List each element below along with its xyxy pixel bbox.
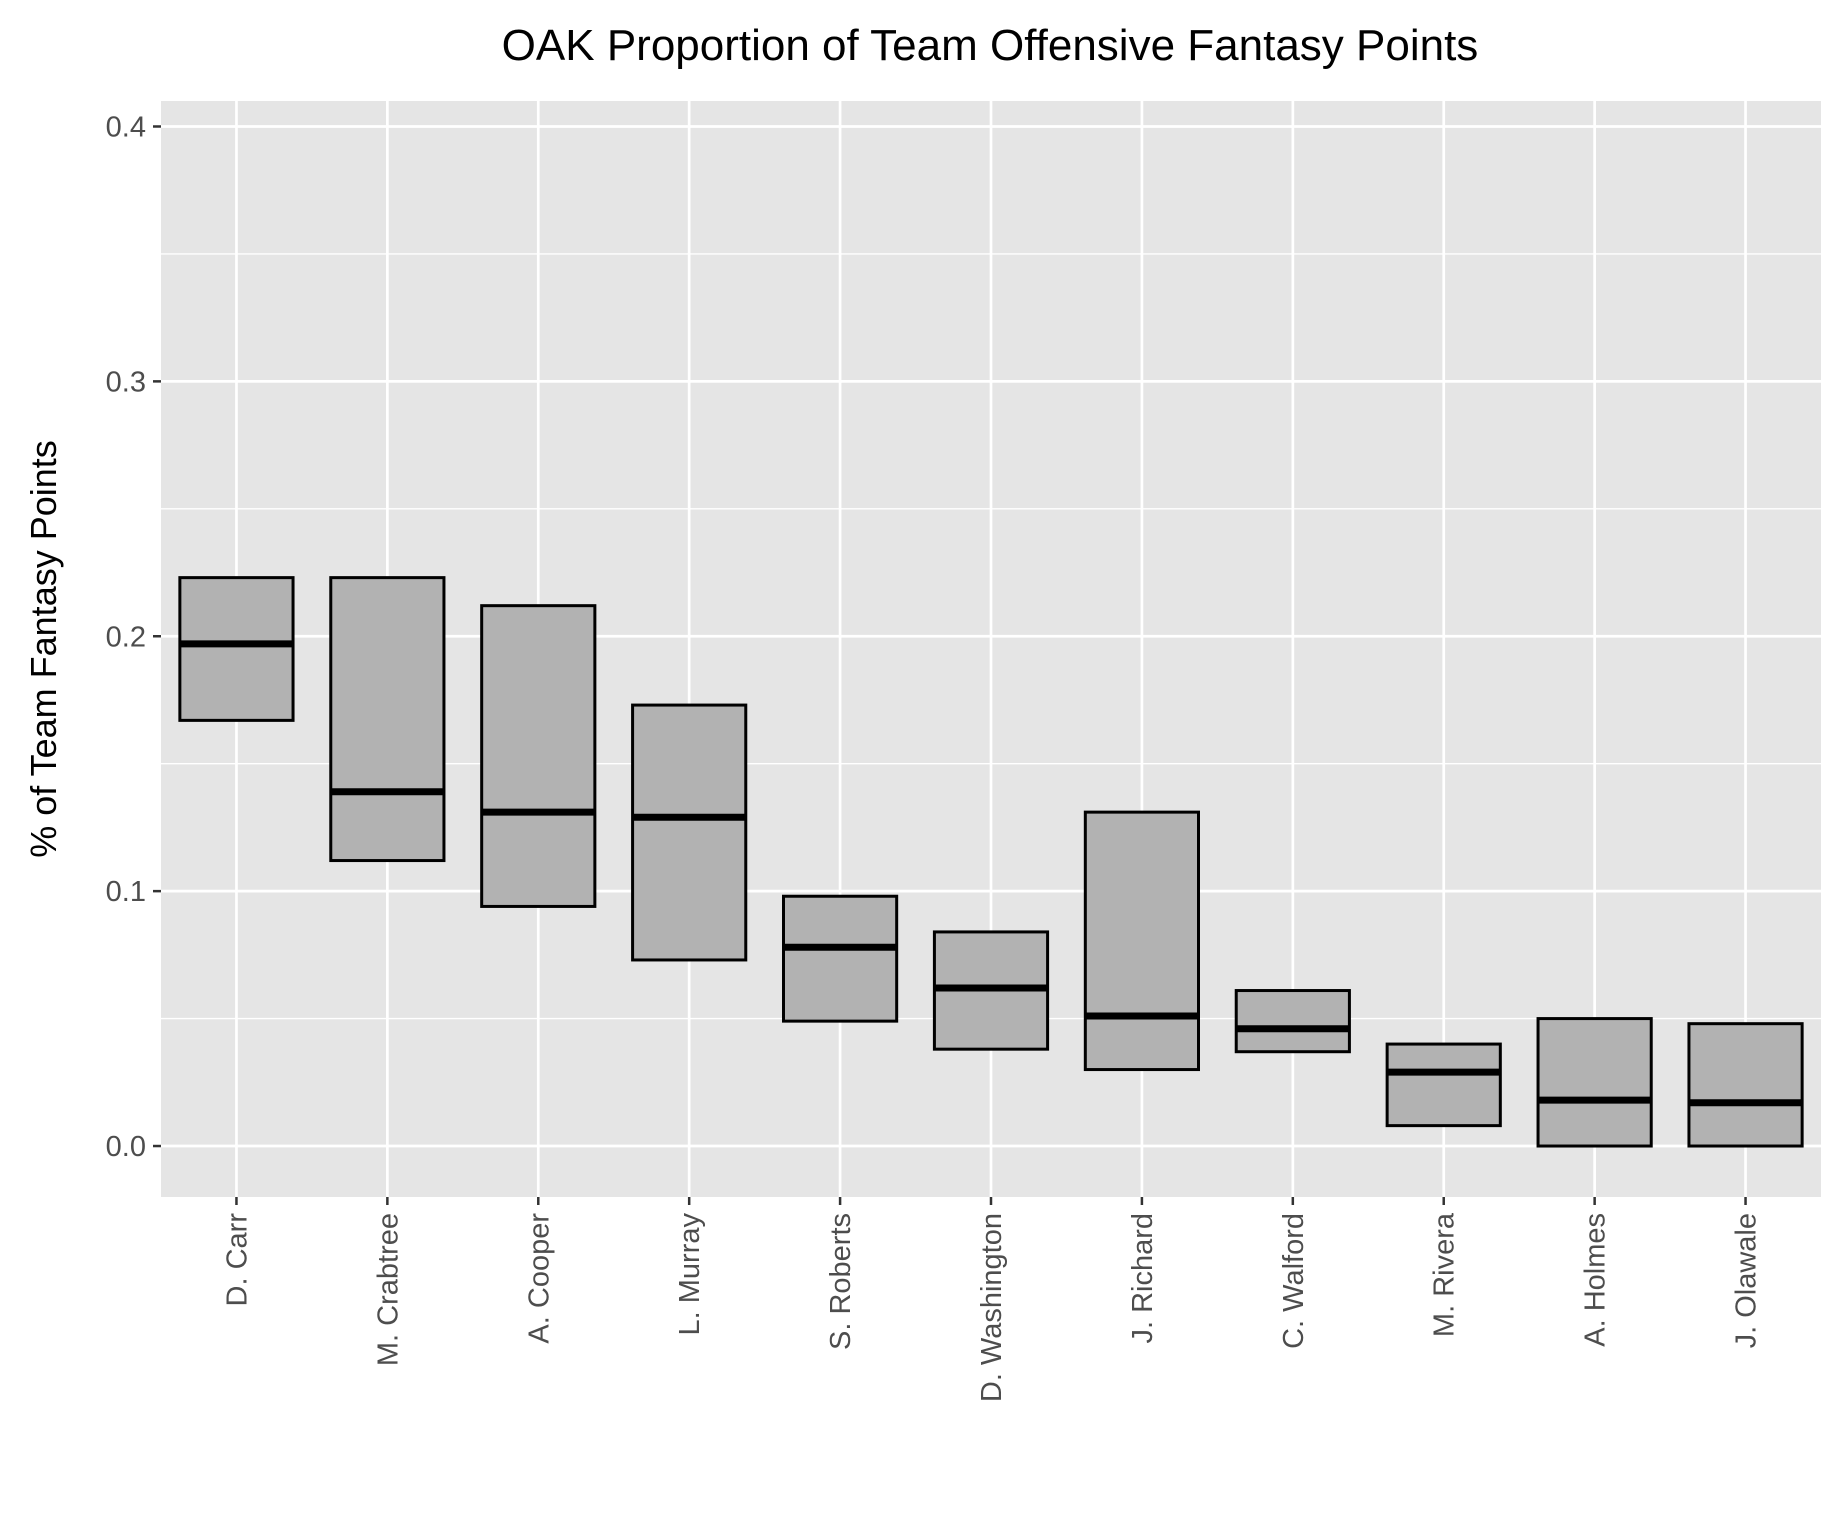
box <box>1234 989 1351 1054</box>
y-axis-label: % of Team Fantasy Points <box>23 440 64 858</box>
chart-title: OAK Proportion of Team Offensive Fantasy… <box>502 21 1479 70</box>
x-tick-label: J. Olawale <box>1731 1213 1763 1348</box>
x-tick-label: A. Holmes <box>1580 1213 1612 1347</box>
box <box>1083 810 1201 1072</box>
x-axis: D. Carr M. Crabtree A. Cooper L. Murray S. R… <box>221 1197 1763 1402</box>
x-tick-label: L. Murray <box>674 1213 706 1336</box>
y-tick-label: 0.4 <box>106 111 146 143</box>
box <box>782 894 899 1023</box>
x-tick-label: M. Rivera <box>1429 1212 1461 1337</box>
x-tick-label: J. Richard <box>1127 1213 1159 1344</box>
y-axis: 0.0 0.1 0.2 0.3 0.4 <box>106 111 161 1163</box>
x-tick-label: A. Cooper <box>523 1213 555 1344</box>
y-tick-label: 0.1 <box>106 876 146 908</box>
x-tick-label: D. Washington <box>976 1213 1008 1402</box>
y-tick-label: 0.2 <box>106 621 146 653</box>
box <box>1385 1042 1502 1128</box>
box <box>329 576 446 863</box>
x-tick-label: D. Carr <box>221 1213 253 1307</box>
y-tick-label: 0.0 <box>106 1131 146 1163</box>
box <box>631 703 748 962</box>
box <box>480 604 597 908</box>
box <box>1536 1017 1653 1148</box>
box-series <box>178 576 1804 1148</box>
box <box>178 576 295 722</box>
x-tick-label: S. Roberts <box>825 1213 857 1350</box>
y-tick-label: 0.3 <box>106 366 146 398</box>
x-tick-label: M. Crabtree <box>372 1213 404 1366</box>
box <box>1687 1022 1804 1148</box>
x-tick-label: C. Walford <box>1278 1213 1310 1349</box>
